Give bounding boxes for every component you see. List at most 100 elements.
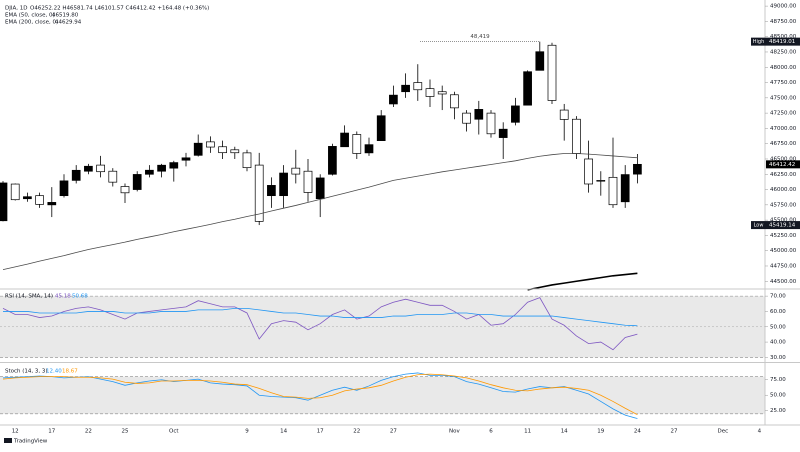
- candle-body: [108, 170, 118, 183]
- indicator-line: [2, 297, 638, 351]
- indicator-line: [2, 153, 638, 271]
- candle-body: [572, 118, 581, 154]
- candle-body: [437, 91, 447, 95]
- watermark: TradingView: [13, 439, 48, 445]
- y-tick-label: 47250.00: [770, 111, 797, 117]
- y-tick-label: 75.00: [770, 377, 786, 383]
- candle-body: [47, 202, 57, 206]
- candle-body: [193, 142, 203, 156]
- price-tag-name-box: [751, 221, 766, 230]
- y-tick-label: 45500.00: [770, 218, 797, 224]
- legend-value: 45.18: [55, 294, 71, 300]
- candle-body: [498, 128, 508, 138]
- x-tick-label: 25: [122, 429, 129, 435]
- candle-body: [559, 109, 569, 120]
- x-tick-label: Oct: [169, 429, 179, 435]
- y-tick-label: 40.00: [770, 340, 786, 346]
- x-tick-label: 12: [12, 429, 19, 435]
- last-price-box: [766, 160, 800, 169]
- candle-body: [10, 183, 20, 201]
- candle-body: [120, 186, 130, 194]
- candle-body: [145, 169, 154, 175]
- x-tick-label: 4: [758, 429, 762, 435]
- x-tick-label: 24: [634, 429, 641, 435]
- candle-body: [0, 182, 8, 222]
- x-tick-label: 14: [561, 429, 568, 435]
- y-tick-label: 46250.00: [770, 172, 797, 178]
- candle-body: [96, 164, 105, 173]
- candle-body: [230, 149, 240, 154]
- price-tag-box: [766, 221, 800, 230]
- candle-body: [340, 132, 349, 148]
- candle-body: [389, 94, 398, 105]
- candle-body: [608, 176, 618, 206]
- plot-area: [0, 41, 765, 419]
- y-tick-label: 48750.00: [770, 19, 797, 25]
- price-tag-name: Low: [754, 223, 764, 229]
- candle-body: [315, 177, 325, 200]
- candle-body: [596, 180, 606, 182]
- candle-body: [474, 109, 484, 120]
- legend-name: EMA (200, close, 0): [5, 20, 58, 26]
- annotation-label: 48,419: [470, 34, 490, 40]
- x-tick-label: Nov: [449, 429, 460, 435]
- candle-body: [523, 71, 532, 106]
- candle-body: [450, 94, 459, 109]
- candle-body: [242, 152, 252, 169]
- candle-body: [620, 174, 630, 203]
- candle-body: [511, 105, 520, 123]
- candle-body: [486, 112, 496, 135]
- indicator-line: [527, 272, 638, 291]
- candle-body: [169, 162, 179, 169]
- candle-body: [535, 51, 545, 71]
- y-tick-label: 48250.00: [770, 49, 797, 55]
- candle-body: [218, 146, 227, 154]
- y-tick-label: 44750.00: [770, 263, 797, 269]
- y-tick-label: 44500.00: [770, 279, 797, 285]
- candle-body: [181, 157, 191, 161]
- indicator-line: [3, 307, 638, 327]
- candle-body: [132, 174, 142, 190]
- candle-body: [279, 172, 288, 197]
- x-tick-label: 22: [85, 429, 92, 435]
- y-tick-label: 25.00: [770, 408, 786, 414]
- legend-name: EMA (50, close, 0): [5, 13, 55, 19]
- candle-body: [352, 134, 362, 154]
- indicator-line: [2, 372, 638, 419]
- y-tick-label: 47500.00: [770, 95, 797, 101]
- y-tick-label: 45750.00: [770, 202, 797, 208]
- legend-value: 44629.94: [55, 20, 82, 26]
- price-tag-value: 45419.14: [769, 223, 796, 229]
- legend-value: 46519.80: [52, 13, 79, 19]
- candle-body: [425, 88, 435, 97]
- last-price-label: 46412.42: [769, 162, 795, 168]
- candle-body: [84, 165, 93, 172]
- candle-body: [413, 82, 423, 91]
- legend-value: 18.67: [62, 369, 78, 375]
- indicator-line: [2, 373, 638, 416]
- y-tick-label: 48000.00: [770, 65, 797, 71]
- candle-body: [364, 144, 374, 154]
- x-tick-label: 9: [245, 429, 249, 435]
- x-tick-label: 27: [671, 429, 678, 435]
- band: [0, 296, 765, 358]
- candle-body: [23, 196, 32, 200]
- candle-body: [206, 141, 215, 148]
- price-tag-box: [766, 37, 800, 46]
- candle-body: [59, 180, 69, 197]
- candle-body: [303, 170, 313, 193]
- y-tick-label: 70.00: [770, 294, 786, 300]
- candle-body: [291, 167, 301, 175]
- x-tick-label: 14: [280, 429, 287, 435]
- candle-body: [157, 164, 166, 172]
- price-tag-name-box: [751, 37, 766, 46]
- y-tick-label: 50.00: [770, 324, 786, 330]
- ohlc-readout: O46252.22 H46581.74 L46101.57 C46412.42 …: [30, 6, 209, 12]
- watermark-logo: [4, 438, 12, 443]
- x-tick-label: 22: [353, 429, 360, 435]
- candle-body: [35, 195, 44, 205]
- x-tick-label: 17: [317, 429, 324, 435]
- candle-body: [254, 164, 264, 222]
